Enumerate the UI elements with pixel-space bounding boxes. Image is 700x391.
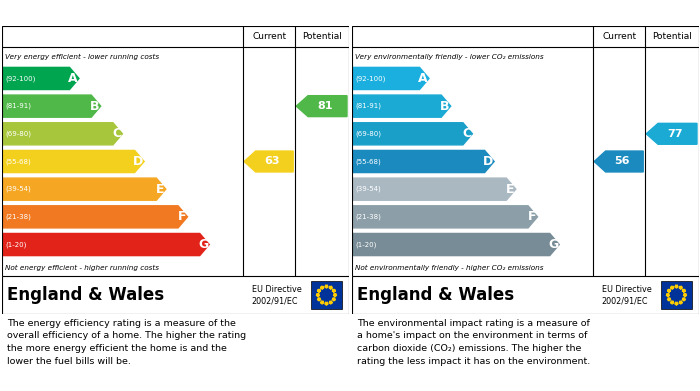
Text: The environmental impact rating is a measure of
a home's impact on the environme: The environmental impact rating is a mea… [357, 319, 590, 366]
Text: (81-91): (81-91) [355, 103, 381, 109]
Polygon shape [667, 289, 671, 292]
Text: (21-38): (21-38) [355, 213, 381, 220]
Polygon shape [671, 301, 674, 304]
Polygon shape [2, 95, 101, 117]
Polygon shape [329, 286, 332, 289]
Text: (1-20): (1-20) [355, 241, 377, 248]
Polygon shape [646, 123, 697, 144]
Polygon shape [332, 289, 335, 292]
Polygon shape [2, 67, 79, 90]
Polygon shape [679, 286, 682, 289]
Text: Very energy efficient - lower running costs: Very energy efficient - lower running co… [5, 54, 159, 60]
Polygon shape [244, 151, 293, 172]
Polygon shape [2, 151, 144, 172]
Polygon shape [2, 123, 122, 145]
Text: Environmental Impact (CO₂) Rating: Environmental Impact (CO₂) Rating [359, 7, 592, 20]
Text: F: F [528, 210, 536, 223]
Text: Not environmentally friendly - higher CO₂ emissions: Not environmentally friendly - higher CO… [355, 265, 543, 271]
Text: B: B [90, 100, 99, 113]
Text: (55-68): (55-68) [5, 158, 31, 165]
Polygon shape [316, 294, 320, 297]
Polygon shape [352, 67, 429, 90]
Polygon shape [332, 298, 335, 301]
Polygon shape [352, 151, 494, 172]
Polygon shape [352, 123, 473, 145]
Polygon shape [325, 302, 328, 305]
Polygon shape [682, 289, 685, 292]
Polygon shape [352, 95, 451, 117]
Text: Energy Efficiency Rating: Energy Efficiency Rating [9, 7, 171, 20]
Text: A: A [69, 72, 78, 85]
Text: Very environmentally friendly - lower CO₂ emissions: Very environmentally friendly - lower CO… [355, 54, 544, 60]
Polygon shape [352, 178, 516, 200]
Text: Potential: Potential [302, 32, 342, 41]
Polygon shape [333, 294, 337, 297]
Polygon shape [675, 302, 678, 305]
Polygon shape [317, 289, 321, 292]
FancyBboxPatch shape [661, 281, 692, 309]
Text: England & Wales: England & Wales [7, 286, 164, 304]
Polygon shape [296, 96, 347, 117]
Text: (55-68): (55-68) [355, 158, 381, 165]
Polygon shape [317, 298, 321, 301]
Text: B: B [440, 100, 449, 113]
Text: 56: 56 [615, 156, 630, 167]
Text: Current: Current [602, 32, 636, 41]
Text: EU Directive
2002/91/EC: EU Directive 2002/91/EC [252, 285, 302, 305]
Text: (39-54): (39-54) [5, 186, 31, 192]
Text: G: G [198, 238, 208, 251]
FancyBboxPatch shape [311, 281, 342, 309]
Text: F: F [178, 210, 186, 223]
Text: A: A [419, 72, 428, 85]
Text: 63: 63 [265, 156, 280, 167]
Polygon shape [352, 233, 559, 256]
Polygon shape [321, 301, 324, 304]
Polygon shape [325, 285, 328, 288]
Text: 81: 81 [317, 101, 333, 111]
Polygon shape [352, 206, 538, 228]
Text: (81-91): (81-91) [5, 103, 31, 109]
Text: D: D [483, 155, 493, 168]
Text: Current: Current [252, 32, 286, 41]
Polygon shape [682, 298, 685, 301]
Text: Not energy efficient - higher running costs: Not energy efficient - higher running co… [5, 265, 159, 271]
Text: D: D [133, 155, 143, 168]
Text: (69-80): (69-80) [5, 131, 31, 137]
Text: (21-38): (21-38) [5, 213, 31, 220]
Text: EU Directive
2002/91/EC: EU Directive 2002/91/EC [602, 285, 652, 305]
Polygon shape [683, 294, 687, 297]
Text: 77: 77 [667, 129, 683, 139]
Text: G: G [548, 238, 558, 251]
Polygon shape [2, 178, 166, 200]
Text: (69-80): (69-80) [355, 131, 381, 137]
Text: (39-54): (39-54) [355, 186, 381, 192]
Text: The energy efficiency rating is a measure of the
overall efficiency of a home. T: The energy efficiency rating is a measur… [7, 319, 246, 366]
Polygon shape [2, 233, 209, 256]
Text: Potential: Potential [652, 32, 692, 41]
Polygon shape [2, 206, 188, 228]
Polygon shape [321, 286, 324, 289]
Text: (1-20): (1-20) [5, 241, 27, 248]
Text: (92-100): (92-100) [5, 75, 36, 82]
Polygon shape [671, 286, 674, 289]
Polygon shape [594, 151, 643, 172]
Text: (92-100): (92-100) [355, 75, 386, 82]
Polygon shape [679, 301, 682, 304]
Text: E: E [156, 183, 164, 196]
Polygon shape [675, 285, 678, 288]
Text: C: C [462, 127, 471, 140]
Polygon shape [329, 301, 332, 304]
Text: England & Wales: England & Wales [357, 286, 514, 304]
Text: E: E [506, 183, 514, 196]
Polygon shape [667, 298, 671, 301]
Text: C: C [112, 127, 121, 140]
Polygon shape [666, 294, 670, 297]
